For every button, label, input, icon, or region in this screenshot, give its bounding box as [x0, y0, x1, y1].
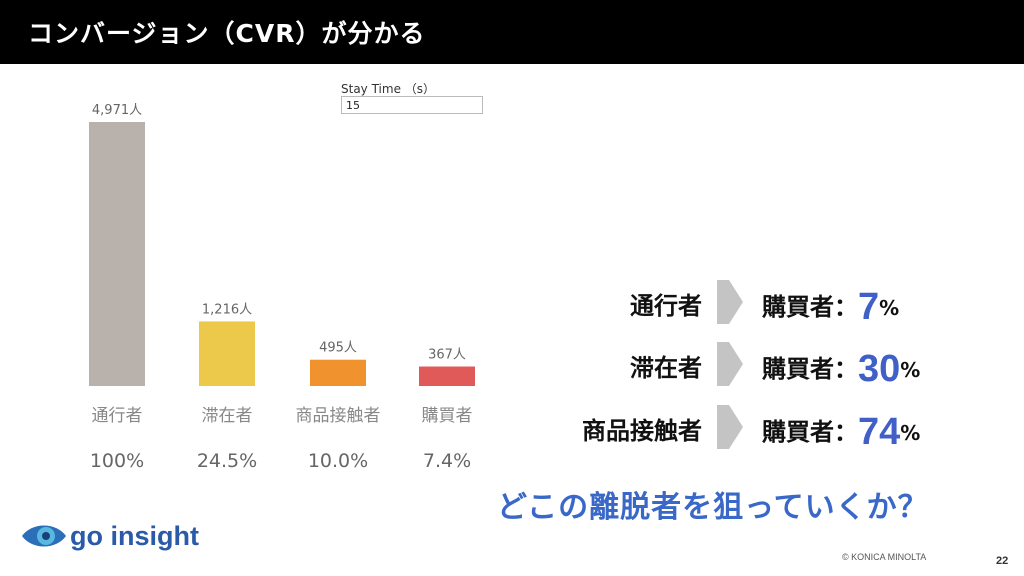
flow-target-label: 購買者：	[762, 355, 858, 383]
bar-value-label: 1,216人	[202, 302, 252, 317]
flow-rate-number: 74	[858, 411, 901, 453]
bar-3	[310, 359, 366, 386]
category-label: 商品接触者	[296, 406, 381, 426]
chevron-right-icon	[717, 405, 743, 449]
logo-text: go insight	[70, 521, 199, 551]
bar-value-label: 495人	[319, 341, 357, 356]
flow-rate-number: 7	[858, 286, 880, 328]
flow-source: 通行者	[630, 292, 702, 320]
bar-4	[419, 366, 475, 386]
flow-target: 購買者：30%	[762, 348, 920, 391]
flow-target-label: 購買者：	[762, 293, 858, 321]
flow-source: 商品接触者	[582, 417, 702, 445]
chevron-right-icon	[717, 280, 743, 324]
flow-rate-number: 30	[858, 348, 901, 390]
bar-value-label: 367人	[428, 348, 466, 363]
percent-label: 24.5%	[197, 450, 257, 472]
flow-rate-unit: %	[879, 296, 900, 320]
category-label: 通行者	[92, 406, 143, 426]
flow-rate-unit: %	[900, 358, 921, 382]
flow-row-3: 商品接触者 購買者：74%	[520, 405, 960, 453]
flow-target: 購買者：74%	[762, 411, 920, 454]
eye-logo-icon	[22, 525, 66, 547]
flow-row-1: 通行者 購買者：7%	[520, 280, 960, 328]
header-bar: コンバージョン（CVR）が分かる	[0, 0, 1024, 64]
page-number: 22	[996, 555, 1009, 567]
flow-source: 滞在者	[630, 354, 702, 382]
page-title: コンバージョン（CVR）が分かる	[28, 19, 426, 48]
stay-time-input[interactable]: 15	[341, 96, 483, 114]
flow-target-label: 購買者：	[762, 418, 858, 446]
stay-time-label: Stay Time （s）	[341, 82, 436, 96]
flow-row-2: 滞在者 購買者：30%	[520, 342, 960, 390]
chevron-right-icon	[717, 342, 743, 386]
flow-target: 購買者：7%	[762, 286, 899, 329]
bar-value-label: 4,971人	[92, 103, 142, 118]
category-label: 滞在者	[202, 406, 253, 426]
percent-label: 7.4%	[423, 450, 471, 472]
bar-1	[89, 122, 145, 386]
percent-label: 100%	[90, 450, 144, 472]
bar-2	[199, 321, 255, 386]
copyright: © KONICA MINOLTA	[842, 552, 927, 562]
flow-rate-unit: %	[900, 421, 921, 445]
category-label: 購買者	[422, 406, 473, 426]
question-text: どこの離脱者を狙っていくか？	[497, 490, 929, 525]
percent-label: 10.0%	[308, 450, 368, 472]
